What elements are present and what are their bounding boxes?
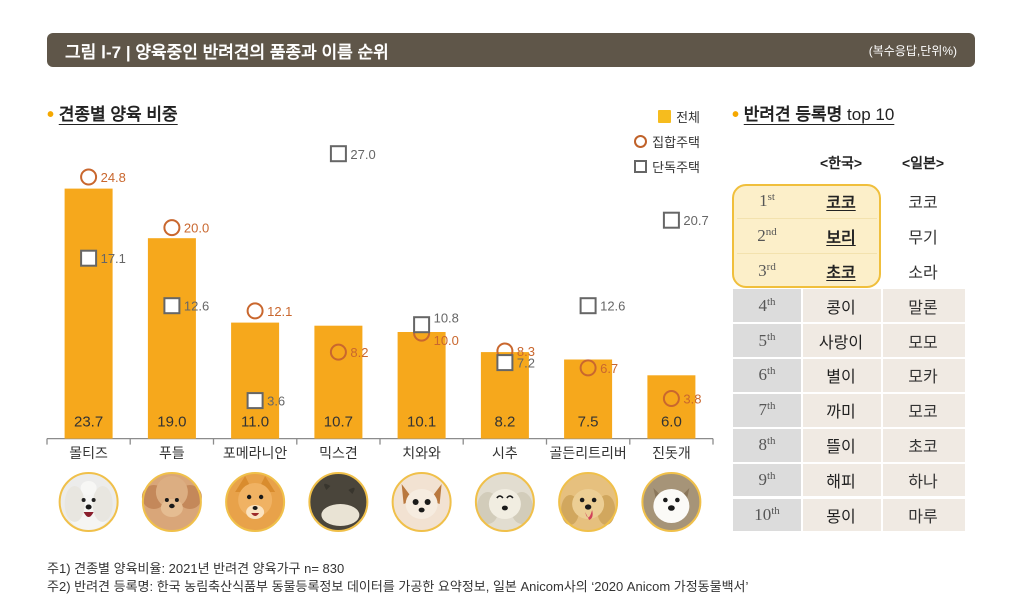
svg-text:12.1: 12.1: [267, 304, 292, 319]
svg-text:19.0: 19.0: [157, 414, 186, 431]
svg-text:11.0: 11.0: [241, 414, 269, 431]
svg-text:20.0: 20.0: [184, 221, 209, 236]
svg-text:7.5: 7.5: [578, 414, 599, 431]
svg-text:6.0: 6.0: [661, 414, 682, 431]
svg-text:8.2: 8.2: [350, 345, 368, 360]
svg-text:10.7: 10.7: [324, 414, 353, 431]
svg-text:3.6: 3.6: [267, 394, 285, 409]
svg-text:17.1: 17.1: [101, 251, 126, 266]
svg-text:12.6: 12.6: [184, 299, 209, 314]
svg-text:10.1: 10.1: [407, 414, 436, 431]
svg-text:10.8: 10.8: [434, 311, 459, 326]
svg-text:3.8: 3.8: [683, 392, 701, 407]
svg-text:27.0: 27.0: [350, 147, 375, 162]
svg-text:12.6: 12.6: [600, 299, 625, 314]
svg-text:6.7: 6.7: [600, 361, 618, 376]
svg-text:10.0: 10.0: [434, 333, 459, 348]
svg-text:24.8: 24.8: [101, 170, 126, 185]
svg-text:23.7: 23.7: [74, 414, 103, 431]
svg-text:8.2: 8.2: [494, 414, 515, 431]
svg-text:7.2: 7.2: [517, 356, 535, 371]
svg-text:20.7: 20.7: [683, 213, 708, 228]
